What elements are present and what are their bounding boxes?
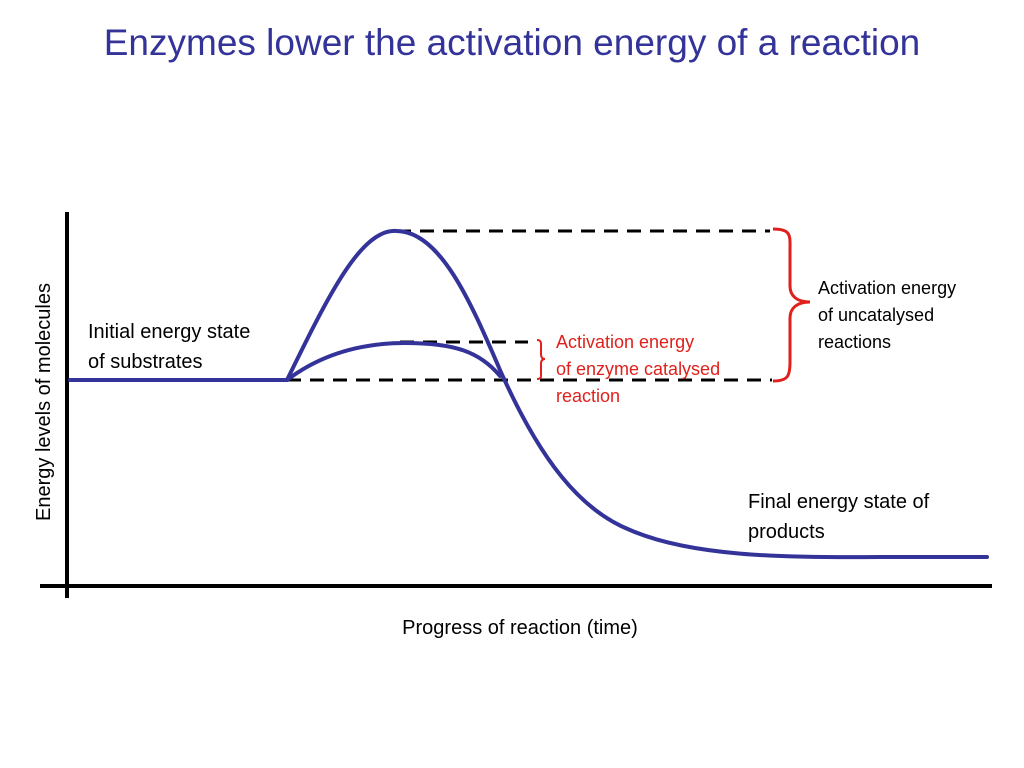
uncatalysed-label-line3: reactions [818, 332, 891, 352]
initial-state-label-line1: Initial energy state [88, 321, 250, 343]
y-axis-label: Energy levels of molecules [33, 283, 55, 521]
catalysed-reaction-curve [285, 340, 502, 382]
uncatalysed-reaction-curve [68, 228, 989, 560]
x-axis-label: Progress of reaction (time) [402, 617, 638, 639]
uncatalysed-label-line2: of uncatalysed [818, 305, 934, 325]
catalysed-brace [536, 339, 546, 380]
slide-title: Enzymes lower the activation energy of a… [103, 22, 921, 63]
initial-state-label-line2: of substrates [88, 351, 203, 373]
catalysed-label-line3: reaction [556, 386, 620, 406]
catalysed-label-line1: Activation energy [556, 332, 694, 352]
final-state-label-line2: products [748, 521, 825, 543]
uncatalysed-brace [772, 227, 811, 383]
catalysed-label-line2: of enzyme catalysed [556, 359, 720, 379]
uncatalysed-label-line1: Activation energy [818, 278, 956, 298]
final-state-label-line1: Final energy state of [748, 491, 930, 513]
